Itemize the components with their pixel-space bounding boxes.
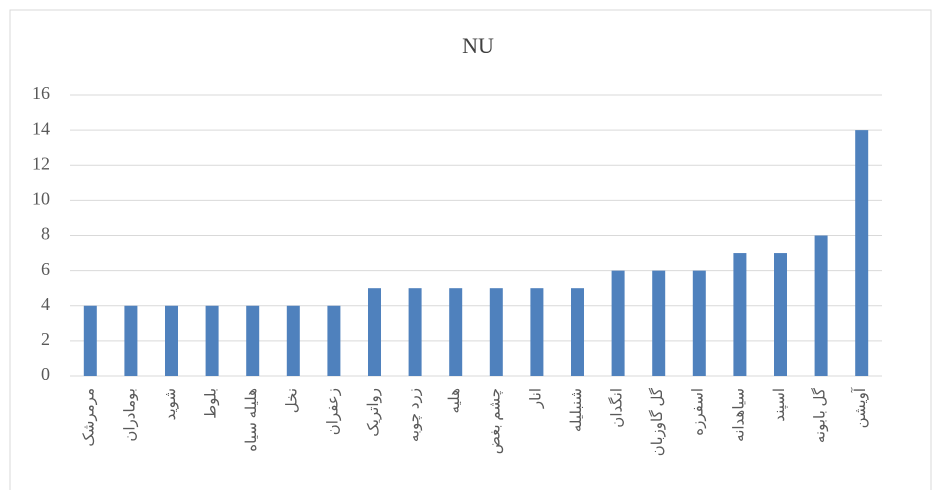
bar bbox=[692, 270, 706, 376]
chart-border bbox=[9, 9, 932, 490]
bar bbox=[733, 253, 747, 376]
bar bbox=[286, 305, 300, 376]
x-tick-label: رواتریک bbox=[366, 388, 382, 437]
bar bbox=[327, 305, 341, 376]
x-tick-label: اسفرزه bbox=[691, 388, 707, 436]
x-tick-label: بلوط bbox=[204, 388, 220, 419]
x-tick-label: هلیه bbox=[447, 388, 463, 414]
bar bbox=[83, 305, 97, 376]
x-tick-label: اسپند bbox=[772, 388, 788, 422]
y-tick-label: 6 bbox=[41, 259, 50, 279]
bar bbox=[855, 130, 869, 376]
x-tick-label: گل بابونه bbox=[811, 387, 829, 443]
x-tick-label: گل گاوزبان bbox=[648, 387, 666, 456]
y-tick-label: 12 bbox=[32, 153, 50, 173]
bar bbox=[205, 305, 219, 376]
x-tick-label: بومادران bbox=[122, 388, 138, 442]
x-tick-label: زرد چوبه bbox=[407, 388, 423, 442]
bar bbox=[652, 270, 666, 376]
bar bbox=[489, 288, 503, 376]
y-tick-label: 2 bbox=[41, 329, 50, 349]
x-tick-label: شنبلیله bbox=[569, 388, 585, 432]
x-tick-label: نخل bbox=[285, 388, 301, 413]
y-tick-label: 10 bbox=[32, 189, 50, 209]
bar bbox=[774, 253, 787, 376]
y-tick-label: 4 bbox=[41, 294, 50, 314]
bar bbox=[814, 235, 828, 376]
x-tick-label: آویشن bbox=[851, 387, 869, 428]
bar bbox=[611, 270, 625, 376]
bar bbox=[124, 305, 138, 376]
bar bbox=[408, 288, 422, 376]
x-tick-label: چشم بغض bbox=[488, 388, 504, 454]
bar bbox=[246, 305, 260, 376]
y-tick-label: 0 bbox=[41, 364, 50, 384]
bar bbox=[368, 288, 381, 376]
x-tick-label: مرمرشک bbox=[82, 388, 98, 447]
y-tick-label: 16 bbox=[32, 83, 50, 103]
x-tick-label: انار bbox=[528, 388, 544, 409]
x-tick-label: سیاهدانه bbox=[731, 388, 747, 442]
y-tick-label: 8 bbox=[41, 224, 50, 244]
chart-title: NU bbox=[462, 33, 494, 58]
bar bbox=[571, 288, 584, 376]
x-tick-label: انگدان bbox=[608, 388, 626, 428]
y-tick-label: 14 bbox=[32, 118, 50, 138]
x-tick-label: شوید bbox=[163, 388, 179, 420]
bar bbox=[449, 288, 463, 376]
bar bbox=[530, 288, 544, 376]
x-tick-label: هلیله سیاه bbox=[244, 388, 260, 452]
bar bbox=[165, 305, 178, 376]
x-tick-label: زعفران bbox=[325, 388, 341, 435]
